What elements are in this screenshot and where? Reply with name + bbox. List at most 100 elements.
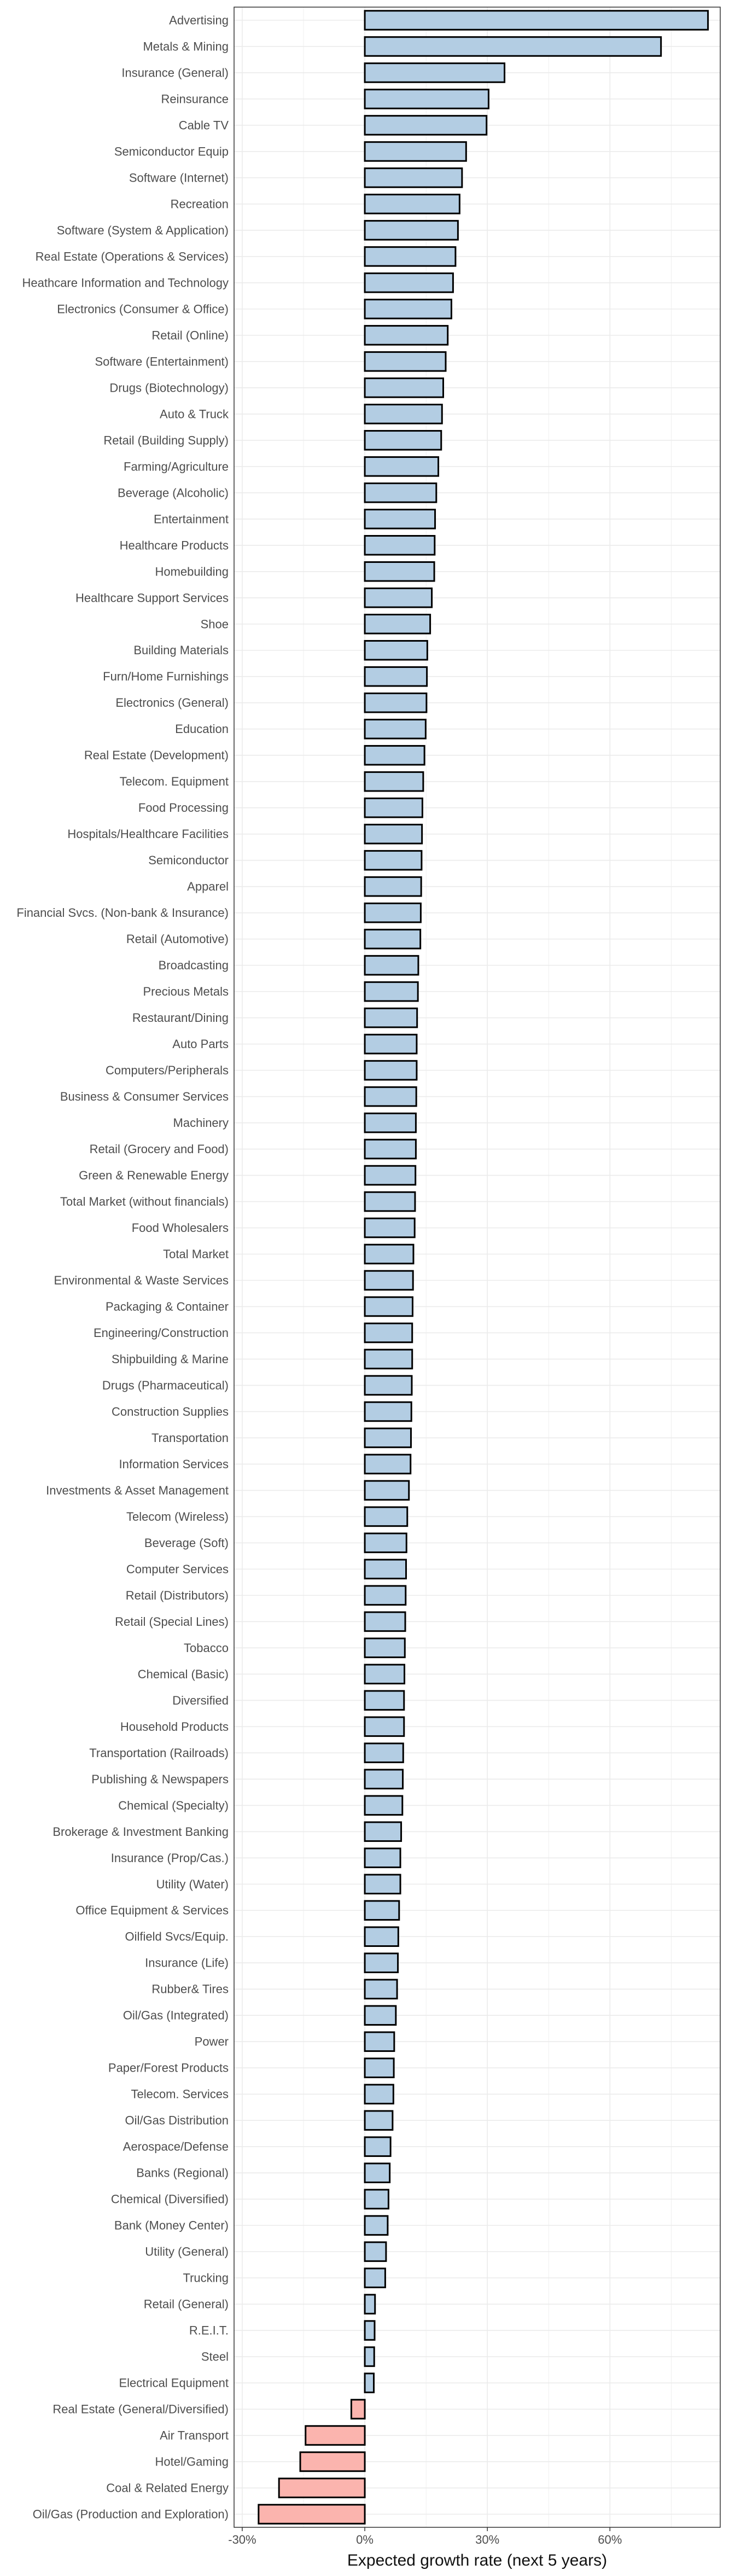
category-label: Healthcare Support Services (75, 591, 229, 604)
bar-beverage-alcoholic (364, 482, 438, 503)
category-label: Packaging & Container (106, 1300, 229, 1313)
bar-total-market (364, 1243, 415, 1265)
category-label: Oil/Gas (Production and Exploration) (33, 2508, 229, 2521)
category-label: Engineering/Construction (94, 1326, 229, 1340)
bar-computers-peripherals (364, 1060, 418, 1081)
category-label: Drugs (Biotechnology) (109, 381, 229, 394)
category-label: Real Estate (Operations & Services) (36, 249, 229, 263)
category-label: Food Wholesalers (132, 1221, 229, 1235)
bar-chemical-specialty (364, 1795, 404, 1816)
category-label: Shoe (201, 617, 229, 631)
category-label: Aerospace/Defense (123, 2140, 229, 2154)
category-label: Investments & Asset Management (46, 1484, 229, 1497)
bar-coal-related-energy (278, 2478, 366, 2498)
category-label: Diversified (172, 1694, 229, 1707)
bar-transportation (364, 1427, 412, 1449)
category-label: Publishing & Newspapers (91, 1772, 229, 1786)
category-label: Education (175, 722, 229, 736)
category-label: Apparel (187, 880, 229, 893)
category-label: Business & Consumer Services (60, 1090, 229, 1103)
bar-real-estate-development (364, 745, 425, 766)
bar-shipbuilding-marine (364, 1348, 413, 1370)
x-tick-label: 0% (356, 2533, 374, 2546)
bar-apparel (364, 876, 422, 897)
bar-software-entertainment (364, 351, 447, 372)
bar-healthcare-support-services (364, 587, 433, 608)
bar-recreation (364, 194, 460, 214)
category-label: Chemical (Basic) (138, 1667, 229, 1681)
category-label: R.E.I.T. (189, 2324, 229, 2337)
bar-retail-online (364, 325, 449, 346)
bar-chemical-diversified (364, 2189, 389, 2209)
bar-construction-supplies (364, 1401, 412, 1422)
category-label: Electrical Equipment (119, 2376, 229, 2390)
category-label: Retail (Distributors) (126, 1589, 229, 1602)
bar-steel (364, 2346, 375, 2367)
category-label: Oilfield Svcs/Equip. (125, 1930, 229, 1944)
bar-total-market-without-financials (364, 1191, 416, 1212)
bar-electronics-consumer-office (364, 299, 452, 319)
bar-building-materials (364, 639, 428, 661)
bar-power (364, 2031, 395, 2052)
category-label: Metals & Mining (143, 39, 229, 53)
bar-household-products (364, 1716, 405, 1737)
category-label: Broadcasting (159, 958, 229, 972)
bar-oil-gas-production-and-exploration (258, 2504, 366, 2525)
bar-advertising (364, 10, 709, 31)
category-label: Utility (General) (145, 2245, 229, 2259)
category-label: Insurance (Prop/Cas.) (111, 1851, 229, 1865)
bar-precious-metals (364, 981, 419, 1002)
category-label: Heathcare Information and Technology (22, 276, 229, 289)
bar-real-estate-general-diversified (350, 2399, 366, 2420)
grid-layer (234, 7, 720, 2527)
category-label: Software (System & Application) (57, 223, 229, 237)
category-label: Brokerage & Investment Banking (52, 1825, 229, 1839)
bar-semiconductor-equip (364, 141, 467, 162)
category-label: Insurance (Life) (145, 1956, 229, 1970)
bar-reinsurance (364, 89, 489, 109)
category-label: Telecom. Services (131, 2087, 229, 2101)
category-label: Retail (Automotive) (126, 932, 229, 946)
category-label: Total Market (without financials) (60, 1195, 229, 1208)
bar-electrical-equipment (364, 2373, 375, 2393)
bar-retail-distributors (364, 1585, 407, 1606)
category-label: Retail (Online) (151, 328, 229, 342)
bar-oilfield-svcs-equip (364, 1926, 399, 1947)
bar-publishing-newspapers (364, 1769, 404, 1790)
category-label: Restaurant/Dining (132, 1011, 229, 1025)
category-label: Hospitals/Healthcare Facilities (67, 827, 229, 841)
bar-hospitals-healthcare-facilities (364, 823, 423, 845)
bar-retail-automotive (364, 928, 422, 950)
category-label: Cable TV (179, 118, 229, 132)
category-label: Recreation (171, 197, 229, 211)
category-label: Environmental & Waste Services (54, 1274, 229, 1287)
bar-retail-grocery-and-food (364, 1138, 417, 1160)
category-label: Bank (Money Center) (114, 2219, 229, 2232)
x-tick-label: 60% (598, 2533, 622, 2546)
category-label: Software (Entertainment) (95, 354, 229, 368)
category-label: Semiconductor Equip (114, 144, 229, 158)
category-label: Drugs (Pharmaceutical) (102, 1379, 229, 1392)
bar-business-consumer-services (364, 1086, 417, 1107)
category-label: Beverage (Alcoholic) (118, 486, 229, 499)
category-label: Entertainment (154, 512, 229, 526)
category-label: Office Equipment & Services (75, 1904, 229, 1917)
bar-metals-mining (364, 36, 662, 57)
category-label: Rubber& Tires (151, 1982, 229, 1996)
category-label: Oil/Gas Distribution (125, 2114, 229, 2127)
bar-food-processing (364, 797, 423, 818)
category-label: Paper/Forest Products (108, 2061, 229, 2075)
bar-retail-special-lines (364, 1611, 406, 1632)
x-axis-title: Expected growth rate (next 5 years) (347, 2551, 607, 2569)
bar-farming-agriculture (364, 456, 440, 477)
bar-auto-parts (364, 1033, 418, 1055)
bar-aerospace-defense (364, 2136, 392, 2157)
category-label: Utility (Water) (156, 1877, 229, 1891)
category-label: Green & Renewable Energy (79, 1168, 229, 1182)
category-label: Insurance (General) (121, 66, 229, 79)
bar-telecom-equipment (364, 771, 424, 792)
bar-furn-home-furnishings (364, 666, 428, 687)
bar-engineering-construction (364, 1322, 413, 1344)
bar-auto-truck (364, 404, 443, 425)
